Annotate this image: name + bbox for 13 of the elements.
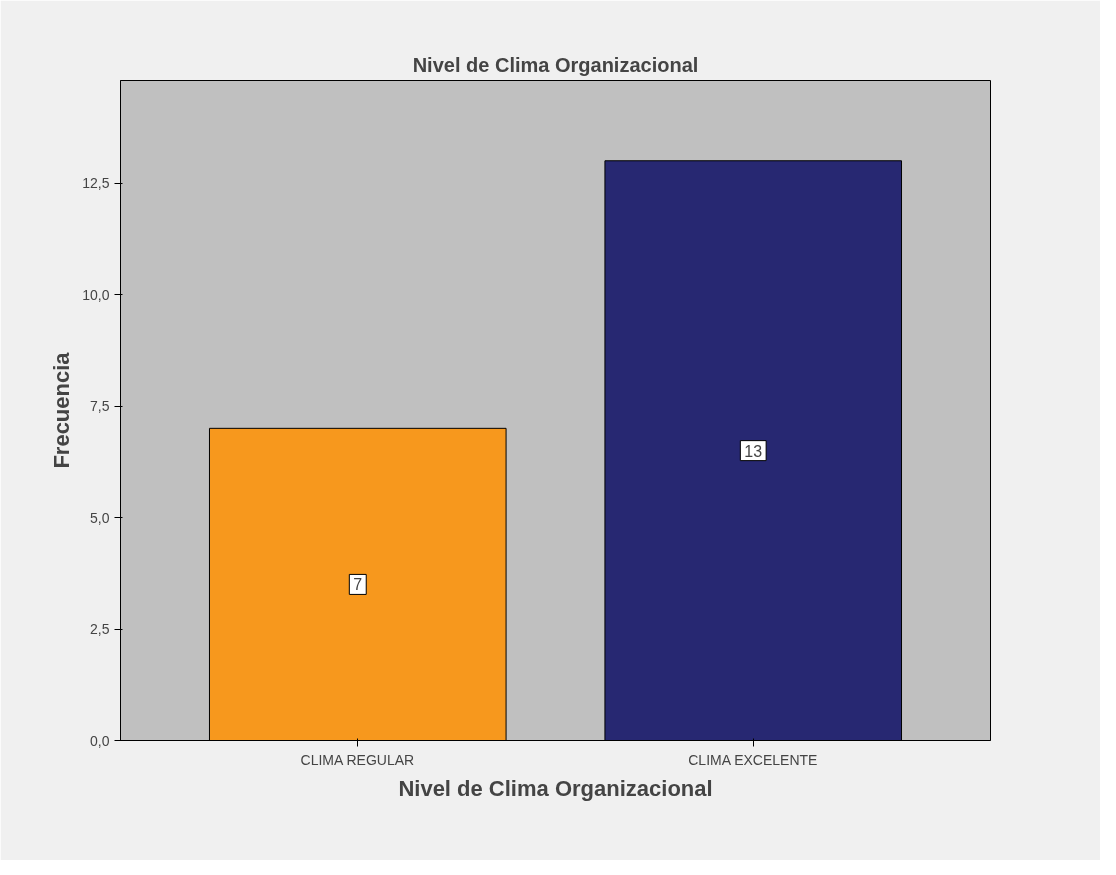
y-tick-label: 12,5	[82, 175, 110, 192]
x-tick-label: CLIMA EXCELENTE	[688, 751, 818, 768]
y-tick-label: 7,5	[90, 398, 110, 415]
y-axis-title: Frecuencia	[49, 351, 75, 469]
y-tick-label: 10,0	[82, 286, 110, 303]
y-tick-label: 5,0	[90, 509, 110, 526]
y-tick-label: 0,0	[90, 732, 110, 749]
x-axis-title: Nivel de Clima Organizacional	[398, 775, 713, 801]
data-label: 13	[744, 442, 763, 460]
y-tick-label: 2,5	[90, 621, 110, 638]
data-label: 7	[353, 576, 363, 594]
chart-title: Nivel de Clima Organizacional	[412, 53, 699, 76]
x-tick-label: CLIMA REGULAR	[300, 751, 415, 768]
